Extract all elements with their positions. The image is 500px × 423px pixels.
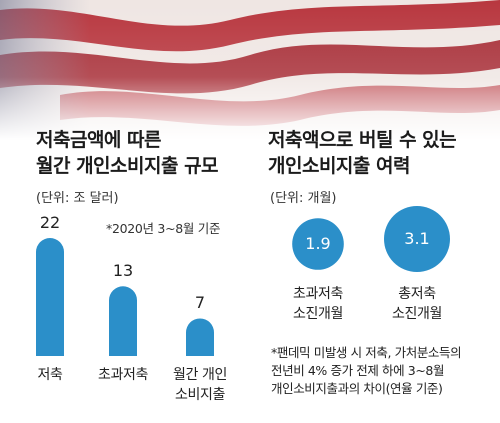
- bar-value-label: 22: [39, 213, 61, 232]
- bubble-2: [384, 206, 450, 272]
- bubble-category-label: 초과저축: [293, 286, 343, 302]
- bubble-value-label: 3.1: [404, 229, 430, 248]
- right-title-line1: 저축액으로 버틸 수 있는: [268, 129, 457, 151]
- flag-banner-image: [0, 0, 500, 140]
- bubble-category-label: 소진개월: [392, 306, 442, 322]
- bar-category-label: 저축: [37, 367, 63, 383]
- footnote-line3: 개인소비지출과의 차이(연율 기준): [271, 381, 443, 396]
- left-title-line1: 저축금액에 따른: [36, 129, 161, 151]
- bubble-category-label: 총저축: [398, 286, 436, 302]
- bar-value-label: 7: [194, 293, 206, 313]
- left-unit: (단위: 조 달러): [36, 191, 119, 206]
- footnote-line1: *팬데믹 미발생 시 저축, 가처분소득의: [271, 345, 462, 360]
- bubble-category-label: 소진개월: [293, 306, 343, 322]
- bubble-value-label: 1.9: [305, 234, 331, 253]
- bar-category-label: 초과저축: [98, 367, 148, 383]
- left-title-line2: 월간 개인소비지출 규모: [36, 155, 219, 177]
- footnote-line2: 전년비 4% 증가 전제 하에 3~8월: [271, 363, 445, 378]
- bar-2: [109, 286, 137, 356]
- bar-category-label: 월간 개인: [173, 367, 227, 383]
- left-note: *2020년 3~8월 기준: [106, 221, 221, 236]
- bar-1: [36, 238, 64, 356]
- right-unit: (단위: 개월): [270, 191, 337, 206]
- bar-3: [186, 318, 215, 356]
- bubble-1: [292, 218, 344, 270]
- bar-category-label: 소비지출: [175, 387, 225, 403]
- bar-value-label: 13: [112, 261, 134, 281]
- right-title-line2: 개인소비지출 여력: [268, 155, 410, 177]
